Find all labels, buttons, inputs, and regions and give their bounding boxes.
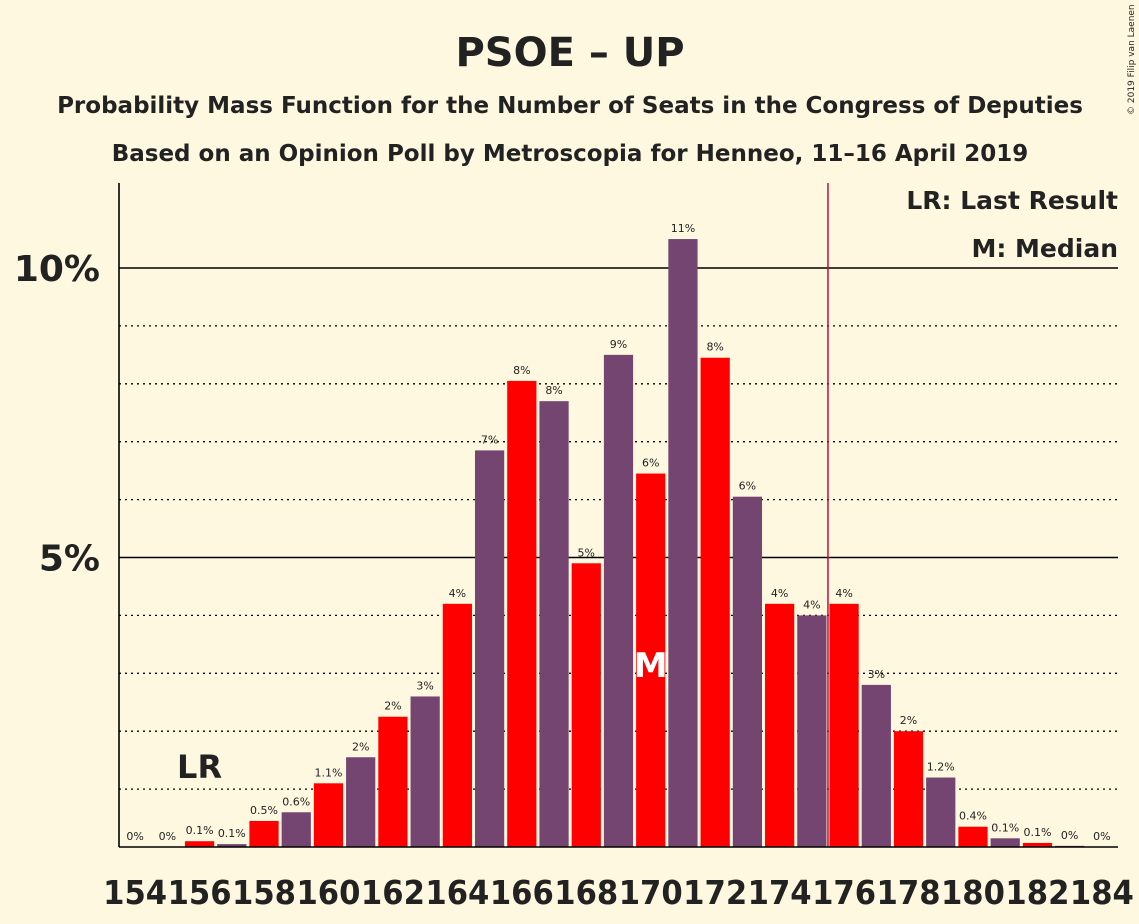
x-tick-label: 174: [748, 873, 812, 912]
data-label: 6%: [739, 480, 756, 493]
data-label: 0.1%: [218, 827, 246, 840]
data-label: 3%: [416, 679, 433, 692]
bar: [732, 496, 763, 847]
data-label: 0%: [126, 830, 143, 843]
chart-subtitle-1: Probability Mass Function for the Number…: [57, 93, 1083, 119]
data-label: 11%: [671, 222, 695, 235]
data-label: 6%: [642, 457, 659, 470]
x-tick-label: 184: [1070, 873, 1134, 912]
bar: [217, 844, 247, 847]
bar: [603, 354, 634, 847]
data-label: 1.2%: [927, 761, 955, 774]
axes-group: 5%10%154 156 158 160 162 164 166 168 170 172 174 17…: [14, 183, 1134, 912]
x-tick-label: 166: [490, 873, 554, 912]
x-tick-label: 160: [296, 873, 360, 912]
data-label: 0.6%: [282, 795, 310, 808]
bar: [507, 380, 537, 847]
data-label: 4%: [835, 587, 852, 600]
copyright-text: © 2019 Filip van Laenen: [1127, 4, 1137, 115]
x-tick-label: 158: [232, 873, 296, 912]
y-tick-label: 10%: [14, 249, 100, 290]
data-label: 8%: [706, 341, 723, 354]
x-tick-label: 180: [941, 873, 1005, 912]
data-label: 1.1%: [314, 766, 342, 779]
x-tick-label: 168: [554, 873, 618, 912]
y-tick-label: 5%: [39, 539, 100, 580]
bar: [926, 777, 956, 847]
data-label: 4%: [771, 587, 788, 600]
data-label: 0.1%: [186, 824, 214, 837]
data-label: 0.1%: [991, 821, 1019, 834]
chart-title: PSOE – UP: [455, 30, 684, 76]
legend-last-result: LR: Last Result: [906, 186, 1118, 215]
data-label: 4%: [803, 598, 820, 611]
data-label: 0%: [1061, 829, 1078, 842]
data-label: 2%: [384, 700, 401, 713]
bar: [668, 239, 698, 848]
x-tick-label: 164: [425, 873, 489, 912]
bar: [249, 820, 279, 847]
data-label: 0%: [1093, 830, 1110, 843]
bar: [539, 401, 569, 847]
data-label: 8%: [545, 384, 562, 397]
data-label: 9%: [610, 338, 627, 351]
bar: [765, 603, 795, 847]
bar: [797, 615, 827, 847]
bars-group: [184, 239, 1085, 848]
data-label: 0.4%: [959, 810, 987, 823]
x-tick-label: 172: [683, 873, 747, 912]
bar: [829, 603, 859, 847]
x-tick-label: 170: [619, 873, 683, 912]
bar: [184, 841, 215, 847]
data-label: 3%: [868, 668, 885, 681]
bar: [474, 450, 505, 847]
data-label: 0%: [159, 830, 176, 843]
bar: [636, 473, 666, 847]
bar: [571, 563, 601, 847]
bar: [861, 684, 891, 847]
last-result-marker: LR: [177, 748, 222, 786]
bar: [410, 696, 440, 847]
data-label: 2%: [352, 740, 369, 753]
data-label: 4%: [449, 587, 466, 600]
bar: [958, 826, 988, 847]
x-tick-label: 162: [361, 873, 425, 912]
data-labels-group: 0% 0% 0.1% 0.1% 0.5% 0.6% 1.1% 2% 2% 3% 4% 7% 8% 8% 5%…: [126, 222, 1110, 843]
x-tick-label: 154: [103, 873, 167, 912]
data-label: 0.1%: [1023, 826, 1051, 839]
bar: [346, 757, 376, 847]
x-tick-label: 176: [812, 873, 876, 912]
x-tick-label: 182: [1005, 873, 1069, 912]
bar: [378, 716, 408, 847]
bar: [990, 838, 1020, 847]
bar: [893, 731, 924, 847]
legend-median: M: Median: [971, 234, 1118, 263]
x-tick-label: 156: [168, 873, 232, 912]
bar: [442, 603, 472, 847]
data-label: 2%: [900, 714, 917, 727]
data-label: 5%: [578, 546, 595, 559]
data-label: 7%: [481, 433, 498, 446]
x-tick-label: 178: [877, 873, 941, 912]
data-label: 8%: [513, 364, 530, 377]
bar: [1022, 842, 1053, 847]
bar: [281, 812, 311, 847]
bar: [313, 783, 344, 847]
chart-subtitle-2: Based on an Opinion Poll by Metroscopia …: [112, 141, 1029, 167]
median-marker: M: [634, 646, 668, 686]
bar: [700, 357, 730, 847]
data-label: 0.5%: [250, 804, 278, 817]
